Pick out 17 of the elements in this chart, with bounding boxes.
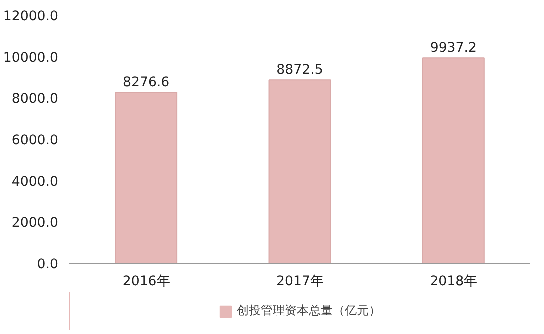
y-tick-label: 0.0 xyxy=(37,258,59,272)
y-tick-label: 8000.0 xyxy=(12,92,59,108)
y-tick-label: 12000.0 xyxy=(3,10,59,24)
data-label: 8872.5 xyxy=(276,63,324,78)
bar xyxy=(422,58,485,264)
x-tick-label: 2016年 xyxy=(122,274,170,290)
y-tick-label: 4000.0 xyxy=(12,174,59,190)
x-tick-label: 2017年 xyxy=(276,274,324,290)
legend-label: 创投管理资本总量（亿元） xyxy=(237,302,381,320)
x-tick-label: 2018年 xyxy=(430,274,478,290)
data-label: 9937.2 xyxy=(430,41,477,56)
bar xyxy=(268,80,332,264)
data-label: 8276.6 xyxy=(123,75,170,90)
y-tick-label: 10000.0 xyxy=(3,50,59,66)
y-tick-label: 2000.0 xyxy=(12,216,59,232)
y-tick-label: 6000.0 xyxy=(12,134,59,148)
bar xyxy=(115,92,178,264)
